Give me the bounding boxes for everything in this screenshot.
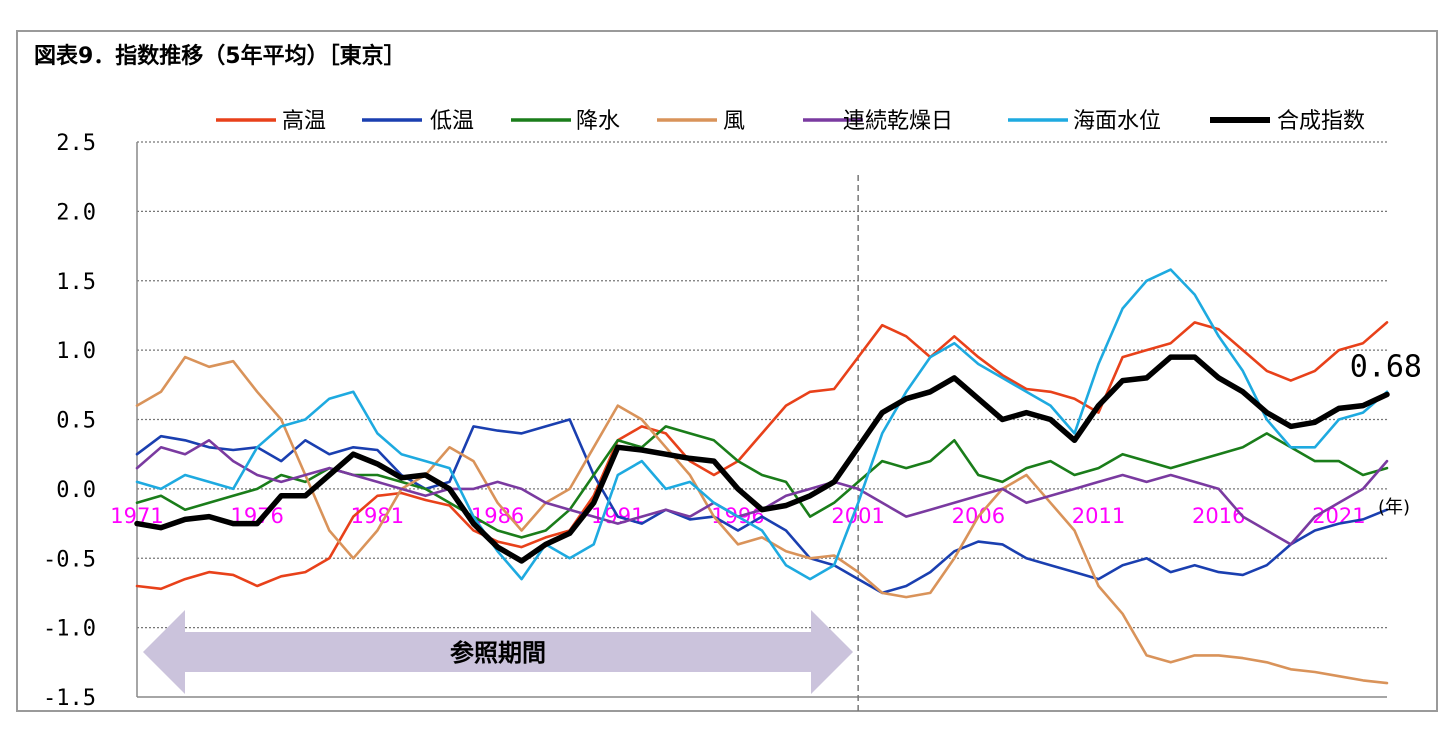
reference-period-label: 参照期間 xyxy=(450,639,546,667)
y-tick-label: 2.5 xyxy=(56,131,96,156)
legend-label: 高温 xyxy=(282,109,326,134)
y-tick-label: 0.0 xyxy=(56,478,96,503)
y-tick-label: 0.5 xyxy=(56,409,96,434)
y-tick-label: 2.0 xyxy=(56,200,96,225)
series-line-1 xyxy=(135,321,1389,591)
legend-label: 低温 xyxy=(430,109,474,134)
x-axis-unit: (年) xyxy=(1378,497,1410,518)
y-tick-label: -0.5 xyxy=(43,547,96,572)
series-line-5 xyxy=(135,439,1389,546)
reference-period-arrow: 参照期間 xyxy=(143,610,853,694)
x-axis-ticks: 1971 1976 1981 1986 1991 1996 2001 2006 2011 2016… xyxy=(110,504,1365,528)
y-axis-ticks: 2.5 2.0 1.5 1.0 0.5 0.0 -0.5 -1.0 -1.5 xyxy=(43,131,96,711)
legend-label: 海面水位 xyxy=(1073,109,1161,134)
grid-lines xyxy=(136,141,1387,712)
y-tick-label: -1.5 xyxy=(43,686,96,711)
x-tick-label: 2011 xyxy=(1072,504,1125,528)
legend-label: 連続乾燥日 xyxy=(843,109,953,134)
series-lines xyxy=(134,268,1390,685)
legend-label: 風 xyxy=(723,109,745,134)
chart-title: 図表9．指数推移（5年平均）［東京］ xyxy=(34,44,406,69)
chart-frame xyxy=(16,30,1438,712)
x-tick-label: 1981 xyxy=(351,504,404,528)
y-tick-label: 1.5 xyxy=(56,270,96,295)
series-line-2 xyxy=(135,418,1389,595)
legend-label: 合成指数 xyxy=(1277,109,1365,134)
y-tick-label: 1.0 xyxy=(56,339,96,364)
series-line-6 xyxy=(135,268,1389,581)
legend-label: 降水 xyxy=(576,109,620,134)
x-tick-label: 2016 xyxy=(1192,504,1245,528)
reference-period-arrow-shape xyxy=(143,610,853,694)
legend: 高温 低温 降水 風 連続乾燥日 海面水位 合成指数 xyxy=(216,109,1365,134)
series-line-7 xyxy=(134,354,1390,564)
end-value-label: 0.68 xyxy=(1350,350,1422,385)
y-tick-label: -1.0 xyxy=(43,617,96,642)
x-tick-label: 2001 xyxy=(831,504,884,528)
series-line-4 xyxy=(135,355,1389,685)
